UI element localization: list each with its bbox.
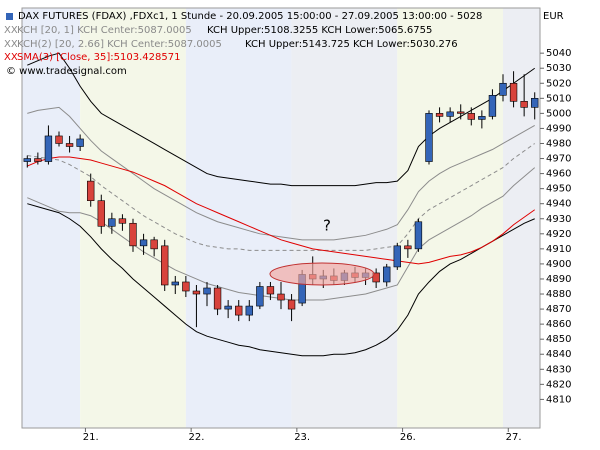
candle-body [192,290,201,295]
y-tick-label: 4860 [546,319,571,330]
indicator-line [27,203,535,357]
candle-body [245,305,253,316]
candle-body [87,180,95,201]
indicator-line [27,143,536,251]
y-tick-label: 4900 [546,259,571,270]
y-tick-label: 4810 [546,394,571,405]
candle-body [161,245,169,286]
candle-body [235,305,243,316]
candle-body [34,158,42,162]
candle-body [213,287,222,310]
candle-body [509,82,518,102]
candle-body [531,98,539,108]
candle-body [97,200,105,227]
x-tick-label: 23. [294,432,310,443]
y-tick-label: 4870 [546,304,571,315]
highlight-ellipse [269,262,375,286]
candle-body [266,286,275,295]
session-band [503,8,540,428]
indicator-line [27,156,536,265]
candle-body [203,287,211,295]
legend-label: KCH(2) [20, 2.66] KCH Center:5087.0005 [17,39,222,50]
currency: EUR [543,11,564,22]
candle-body [499,82,507,96]
y-tick-label: 4910 [546,244,571,255]
y-tick-label: 4880 [546,289,571,300]
candle-body [435,113,444,117]
legend-icon: XX [4,25,18,36]
legend-detail: KCH Upper:5143.725 KCH Lower:5030.276 [245,39,458,50]
y-tick-label: 4980 [546,138,571,149]
y-tick-label: 5020 [546,78,571,89]
candle-body [224,305,232,310]
candle-body [65,143,74,147]
candle-body [171,281,179,286]
y-tick-label: 5010 [546,93,571,104]
candle-body [383,266,391,283]
candle-body [520,101,528,108]
session-band [397,8,503,428]
candle-body [414,221,423,250]
candle-body [182,281,190,292]
candle-body [150,239,158,250]
x-tick-label: 26. [400,432,416,443]
candle-body [108,218,116,227]
x-tick-label: 22. [188,432,204,443]
y-tick-label: 4920 [546,229,571,240]
candle-body [76,138,84,147]
candle-body [55,135,63,144]
session-bands [22,8,540,428]
y-tick-label: 5030 [546,63,571,74]
chart-title: DAX FUTURES (FDAX) ,FDXc1, 1 Stunde - 20… [18,11,482,22]
y-tick-label: 4950 [546,184,571,195]
y-tick-label: 4820 [546,379,571,390]
candle-body [425,113,433,162]
legend-label: SMA(3) [Close, 35]:5103.428571 [17,52,180,63]
candle-body [256,286,264,307]
candle-body [44,135,53,162]
candle-body [446,111,454,117]
y-tick-label: 4940 [546,199,571,210]
legend-label: KCH [20, 1] KCH Center:5087.0005 [17,25,192,36]
copyright: © www.tradesignal.com [6,66,127,77]
x-tick-label: 21. [83,432,99,443]
plot [23,52,539,357]
y-tick-label: 4930 [546,214,571,225]
y-tick-label: 4970 [546,154,571,165]
indicator-line [27,52,535,187]
candle-body [467,113,475,120]
y-tick-label: 4990 [546,123,571,134]
x-tick-label: 27. [506,432,522,443]
y-tick-label: 5040 [546,48,571,59]
candle-body [287,299,296,310]
candle-body [139,239,148,247]
legend-detail: KCH Upper:5108.3255 KCH Lower:5065.6755 [207,25,432,36]
y-tick-label: 4840 [546,349,571,360]
legend-icon: XX [4,39,18,50]
candle-body [118,218,127,224]
plot-frame [21,7,541,429]
indicator-line [27,106,535,241]
candle-body [129,222,137,247]
candle-body [393,245,401,268]
session-band [185,8,292,428]
session-band [22,8,81,428]
symbol-icon [6,13,13,20]
annotation: ? [323,217,331,235]
y-tick-label: 4890 [546,274,571,285]
y-tick-label: 4850 [546,334,571,345]
candle-body [404,245,412,250]
session-band [291,8,398,428]
candle-body [372,272,380,283]
legend-icon: XX [4,52,18,63]
y-tick-label: 4830 [546,364,571,375]
y-tick-label: 5000 [546,108,571,119]
candle-body [478,116,486,120]
candle-body [277,293,285,301]
candle-body [488,95,497,117]
candle-body [23,158,31,162]
y-tick-label: 4960 [546,169,571,180]
candle-body [457,111,465,114]
